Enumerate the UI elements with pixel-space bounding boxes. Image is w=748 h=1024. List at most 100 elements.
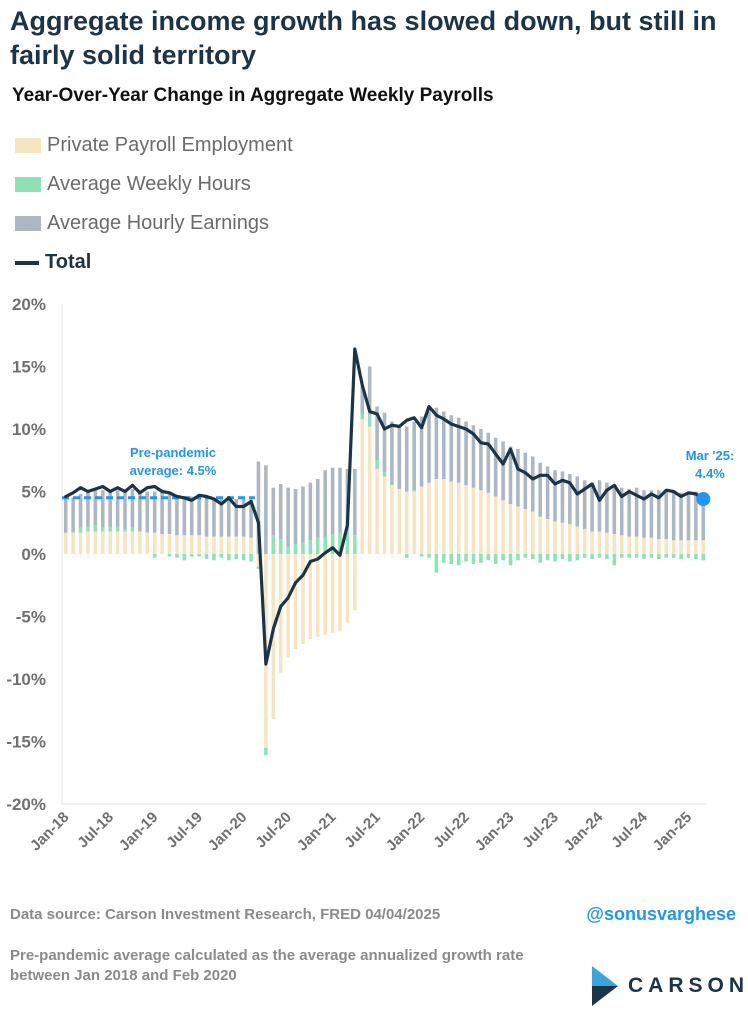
bar-employment — [412, 491, 416, 554]
bar-employment — [145, 532, 150, 554]
bar-employment — [249, 537, 253, 554]
x-tick-label: Jan-21 — [294, 809, 340, 855]
bar-earnings — [671, 491, 676, 541]
bar-hours — [130, 527, 135, 532]
bar-employment — [508, 504, 513, 554]
carson-logo-icon — [592, 966, 618, 1006]
bar-employment — [308, 554, 313, 639]
bar-employment — [590, 531, 594, 554]
bar-hours — [553, 554, 557, 562]
bar-earnings — [308, 482, 313, 541]
bar-employment — [501, 500, 505, 554]
x-tick-label: Jul-19 — [163, 809, 206, 852]
bar-earnings — [197, 497, 201, 536]
bar-hours — [212, 554, 216, 561]
bar-hours — [619, 554, 624, 558]
bar-hours — [145, 531, 150, 533]
bar-employment — [360, 419, 365, 554]
bar-earnings — [597, 480, 602, 532]
y-tick-label: 0% — [21, 545, 46, 564]
bar-employment — [434, 479, 439, 554]
x-tick-label: Jan-24 — [561, 808, 607, 854]
bar-hours — [404, 554, 409, 558]
bar-hours — [86, 526, 90, 532]
bar-employment — [234, 536, 239, 554]
total-line — [64, 347, 705, 666]
bar-employment — [227, 536, 231, 554]
bar-hours — [264, 747, 268, 756]
x-tick-label: Jul-20 — [252, 809, 295, 852]
bar-earnings — [189, 496, 194, 536]
bars — [63, 366, 706, 756]
y-tick-label: 5% — [21, 483, 46, 502]
bar-hours — [471, 554, 476, 564]
bar-hours — [382, 472, 387, 477]
bar-earnings — [63, 499, 68, 533]
bar-employment — [241, 536, 246, 554]
bar-employment — [612, 534, 617, 554]
bar-earnings — [167, 494, 172, 534]
y-tick-label: 20% — [12, 295, 46, 314]
bar-earnings — [634, 487, 639, 537]
bar-employment — [286, 554, 290, 658]
bar-employment — [553, 521, 557, 554]
bar-hours — [115, 526, 120, 532]
bar-earnings — [315, 479, 320, 538]
bar-earnings — [219, 499, 224, 537]
bar-employment — [212, 536, 216, 554]
bar-employment — [100, 531, 105, 554]
legend: Private Payroll Employment Average Weekl… — [15, 126, 293, 282]
bar-employment — [375, 469, 379, 554]
bar-earnings — [256, 461, 261, 554]
bar-employment — [204, 536, 209, 554]
x-tick-label: Jul-21 — [341, 809, 384, 852]
bar-employment — [560, 522, 565, 554]
bar-employment — [679, 540, 683, 554]
bar-employment — [293, 554, 298, 649]
bar-hours — [560, 554, 565, 559]
bar-employment — [382, 476, 387, 554]
bar-employment — [523, 509, 528, 554]
y-tick-label: -20% — [6, 795, 46, 814]
bar-employment — [138, 531, 142, 554]
bar-employment — [152, 532, 157, 554]
bar-hours — [182, 554, 187, 561]
bar-hours — [123, 529, 127, 532]
bar-hours — [590, 554, 594, 559]
bar-hours — [353, 535, 357, 554]
bar-earnings — [701, 492, 706, 541]
legend-item-earnings: Average Hourly Earnings — [15, 204, 293, 243]
bar-hours — [390, 484, 394, 486]
bar-employment — [93, 531, 98, 554]
bar-earnings — [100, 490, 105, 528]
bar-earnings — [538, 462, 542, 517]
x-tick-label: Jan-18 — [27, 809, 73, 855]
bar-hours — [501, 554, 505, 561]
bar-earnings — [434, 407, 439, 479]
bar-hours — [330, 534, 335, 554]
bar-hours — [464, 554, 468, 562]
bar-earnings — [175, 496, 179, 536]
bar-earnings — [649, 490, 654, 538]
bar-hours — [486, 554, 491, 561]
bar-earnings — [412, 421, 416, 491]
bar-hours — [479, 554, 483, 563]
legend-swatch-hours — [15, 177, 41, 192]
legend-item-total: Total — [15, 243, 293, 282]
bar-hours — [456, 554, 461, 566]
bar-hours — [508, 554, 513, 566]
carson-logo: CARSON — [592, 966, 748, 1006]
bar-earnings — [227, 497, 231, 537]
bar-hours — [308, 540, 313, 554]
bar-hours — [241, 554, 246, 561]
bar-employment — [479, 490, 483, 554]
bar-earnings — [330, 467, 335, 534]
bar-earnings — [479, 429, 483, 491]
bar-hours — [427, 554, 431, 558]
bar-earnings — [456, 417, 461, 483]
x-tick-label: Jul-18 — [74, 809, 117, 852]
bar-employment — [397, 489, 402, 554]
bar-earnings — [545, 466, 550, 519]
end-point-marker — [696, 492, 711, 506]
